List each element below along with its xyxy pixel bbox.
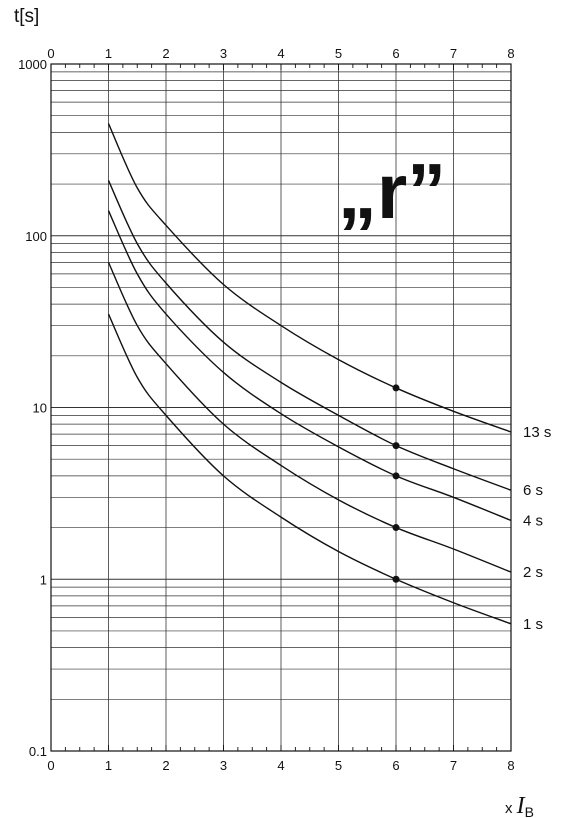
x-tick-label-bottom: 6 [392, 758, 399, 773]
y-tick-label: 10 [33, 401, 47, 416]
x-tick-label-top: 1 [105, 46, 112, 61]
x-axis-title: x IB [505, 793, 534, 818]
x-tick-label-bottom: 1 [105, 758, 112, 773]
curve-1s [107, 313, 512, 625]
curve-4s [107, 210, 512, 522]
x-tick-label-bottom: 7 [450, 758, 457, 773]
data-point-marker [392, 524, 400, 532]
x-tick-label-bottom: 4 [277, 758, 284, 773]
y-tick-label: 100 [25, 229, 47, 244]
x-tick-label-bottom: 5 [335, 758, 342, 773]
curve-label-2s: 2 s [523, 564, 543, 581]
x-tick-label-top: 6 [392, 46, 399, 61]
x-axis-title-subscript: B [525, 804, 534, 818]
x-tick-label-top: 2 [162, 46, 169, 61]
curve-label-4s: 4 s [523, 512, 543, 529]
curve-13s [107, 123, 512, 433]
y-axis-title: t[s] [14, 6, 39, 27]
x-tick-label-top: 5 [335, 46, 342, 61]
curve-2s [107, 262, 512, 573]
curve-label-13s: 13 s [523, 424, 551, 441]
x-tick-label-top: 8 [507, 46, 514, 61]
x-axis-title-prefix: x [505, 800, 517, 817]
x-tick-label-top: 0 [47, 46, 54, 61]
curve-label-1s: 1 s [523, 616, 543, 633]
x-tick-label-top: 4 [277, 46, 284, 61]
labels: 0 0 1 1 2 2 3 3 4 4 5 5 6 6 7 7 8 8 0.1 1 10 100 1000 13 s 6 s 4 … [18, 46, 551, 773]
x-tick-label-top: 3 [220, 46, 227, 61]
data-point-marker [392, 384, 400, 392]
curve-label-6s: 6 s [523, 482, 543, 499]
annotation-r: „r” [338, 147, 446, 235]
y-tick-label: 1 [40, 572, 47, 587]
x-tick-label-bottom: 0 [47, 758, 54, 773]
markers [392, 384, 400, 583]
curve-6s [107, 180, 512, 491]
grid [51, 64, 511, 752]
y-tick-label: 1000 [18, 57, 47, 72]
curves [107, 123, 512, 625]
x-tick-label-top: 7 [450, 46, 457, 61]
minor-ticks [50, 64, 512, 751]
x-tick-label-bottom: 8 [507, 758, 514, 773]
data-point-marker [392, 442, 400, 450]
y-tick-label: 0.1 [29, 744, 47, 759]
data-point-marker [392, 575, 400, 583]
data-point-marker [392, 472, 400, 480]
x-axis-title-symbol: I [516, 793, 526, 818]
x-tick-label-bottom: 2 [162, 758, 169, 773]
x-tick-label-bottom: 3 [220, 758, 227, 773]
